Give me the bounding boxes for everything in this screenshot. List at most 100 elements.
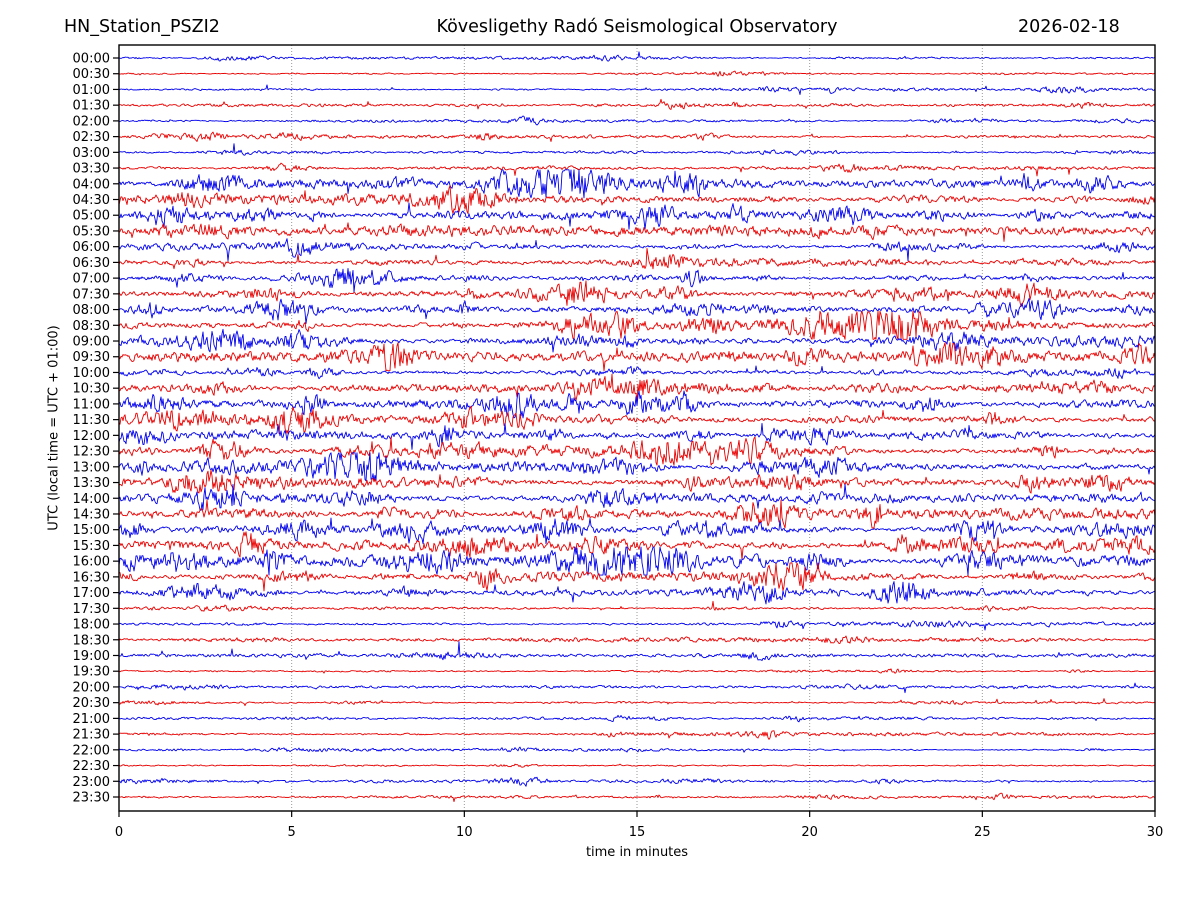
trace-04:30 <box>119 185 1155 214</box>
y-tick-label: 00:30 <box>73 67 110 82</box>
x-tick-label: 20 <box>801 825 818 840</box>
y-tick-label: 13:00 <box>73 460 110 475</box>
y-tick-label: 15:00 <box>73 523 110 538</box>
trace-19:30 <box>119 668 1155 674</box>
trace-13:30 <box>119 469 1155 494</box>
trace-22:30 <box>119 763 1155 768</box>
trace-15:30 <box>119 531 1155 560</box>
y-tick-label: 09:00 <box>73 335 110 350</box>
x-tick-label: 0 <box>115 825 123 840</box>
y-tick-label: 18:30 <box>73 633 110 648</box>
y-tick-label: 20:30 <box>73 696 110 711</box>
trace-09:30 <box>119 342 1155 372</box>
y-tick-label: 02:30 <box>73 130 110 145</box>
trace-11:30 <box>119 405 1155 435</box>
trace-16:30 <box>119 562 1155 592</box>
trace-20:30 <box>119 698 1155 707</box>
trace-03:30 <box>119 162 1155 177</box>
y-tick-label: 06:00 <box>73 240 110 255</box>
trace-08:30 <box>119 310 1155 340</box>
trace-01:30 <box>119 98 1155 110</box>
y-tick-label: 08:00 <box>73 303 110 318</box>
trace-02:30 <box>119 131 1155 142</box>
y-tick-label: 23:00 <box>73 775 110 790</box>
trace-00:30 <box>119 70 1155 77</box>
y-tick-label: 04:30 <box>73 193 110 208</box>
y-tick-label: 12:00 <box>73 429 110 444</box>
y-tick-label: 15:30 <box>73 539 110 554</box>
trace-06:00 <box>119 238 1155 262</box>
trace-14:00 <box>119 483 1155 511</box>
y-tick-label: 10:30 <box>73 382 110 397</box>
trace-04:00 <box>119 169 1155 199</box>
x-tick-label: 30 <box>1147 825 1164 840</box>
trace-16:00 <box>119 546 1155 576</box>
trace-06:30 <box>119 247 1155 270</box>
y-tick-label: 05:00 <box>73 209 110 224</box>
y-tick-label: 11:00 <box>73 397 110 412</box>
y-tick-label: 22:30 <box>73 759 110 774</box>
x-tick-label: 25 <box>974 825 991 840</box>
station-label: HN_Station_PSZI2 <box>64 17 220 37</box>
trace-22:00 <box>119 746 1155 753</box>
page-title: Kövesligethy Radó Seismological Observat… <box>436 17 838 37</box>
trace-18:00 <box>119 620 1155 631</box>
trace-13:00 <box>119 452 1155 482</box>
y-tick-label: 18:00 <box>73 618 110 633</box>
y-tick-label: 03:30 <box>73 162 110 177</box>
y-tick-label: 16:30 <box>73 570 110 585</box>
y-tick-label: 14:30 <box>73 507 110 522</box>
y-tick-label: 17:00 <box>73 586 110 601</box>
trace-18:30 <box>119 635 1155 644</box>
y-tick-label: 01:30 <box>73 99 110 114</box>
y-tick-label: 08:30 <box>73 319 110 334</box>
y-tick-label: 14:00 <box>73 492 110 507</box>
date-label: 2026-02-18 <box>1018 17 1120 37</box>
y-tick-label: 10:00 <box>73 366 110 381</box>
trace-05:30 <box>119 222 1155 242</box>
trace-20:00 <box>119 682 1155 694</box>
trace-03:00 <box>119 143 1155 156</box>
trace-17:00 <box>119 581 1155 605</box>
trace-23:30 <box>119 792 1155 803</box>
y-tick-label: 03:00 <box>73 146 110 161</box>
trace-07:30 <box>119 280 1155 308</box>
y-tick-label: 21:30 <box>73 728 110 743</box>
trace-21:30 <box>119 730 1155 740</box>
trace-12:30 <box>119 436 1155 466</box>
y-tick-label: 05:30 <box>73 224 110 239</box>
trace-01:00 <box>119 84 1155 95</box>
y-axis-label: UTC (local time = UTC + 01:00) <box>46 325 62 531</box>
trace-23:00 <box>119 776 1155 787</box>
y-tick-label: 20:00 <box>73 680 110 695</box>
y-tick-label: 23:30 <box>73 791 110 806</box>
trace-00:00 <box>119 51 1155 62</box>
y-tick-label: 01:00 <box>73 83 110 98</box>
trace-08:00 <box>119 298 1155 325</box>
y-tick-label: 11:30 <box>73 413 110 428</box>
x-tick-label: 5 <box>288 825 296 840</box>
trace-17:30 <box>119 600 1155 612</box>
y-tick-label: 07:30 <box>73 287 110 302</box>
y-tick-label: 13:30 <box>73 476 110 491</box>
x-axis-label: time in minutes <box>585 845 689 860</box>
trace-02:00 <box>119 115 1155 126</box>
y-tick-label: 12:30 <box>73 445 110 460</box>
trace-11:00 <box>119 390 1155 419</box>
trace-15:00 <box>119 517 1155 545</box>
trace-09:00 <box>119 328 1155 353</box>
y-tick-label: 02:00 <box>73 114 110 129</box>
trace-14:30 <box>119 499 1155 529</box>
trace-group <box>119 51 1155 803</box>
y-tick-label: 21:00 <box>73 712 110 727</box>
y-tick-label: 06:30 <box>73 256 110 271</box>
y-tick-label: 19:30 <box>73 665 110 680</box>
trace-12:00 <box>119 422 1155 450</box>
y-tick-label: 22:00 <box>73 743 110 758</box>
trace-21:00 <box>119 714 1155 723</box>
trace-10:00 <box>119 365 1155 380</box>
x-tick-label: 15 <box>629 825 646 840</box>
trace-19:00 <box>119 641 1155 662</box>
